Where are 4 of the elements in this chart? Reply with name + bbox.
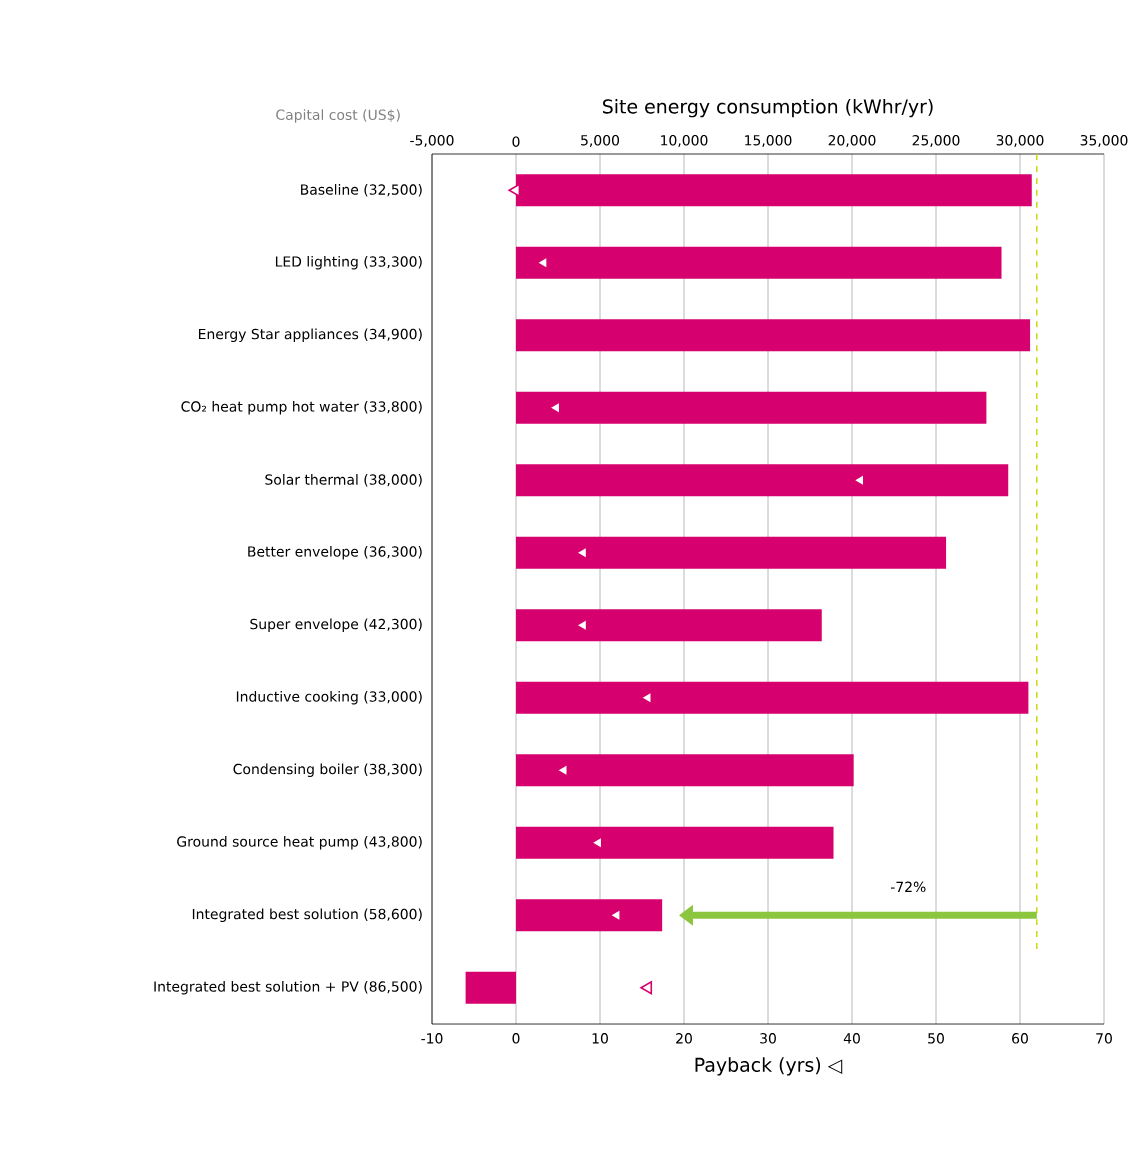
point — [508, 183, 521, 197]
x2-axis-title: Site energy consumption (kWhr/yr) — [603, 98, 933, 118]
x-axis-title: Payback (yrs) ◁ — [695, 1057, 843, 1076]
point — [640, 981, 653, 995]
